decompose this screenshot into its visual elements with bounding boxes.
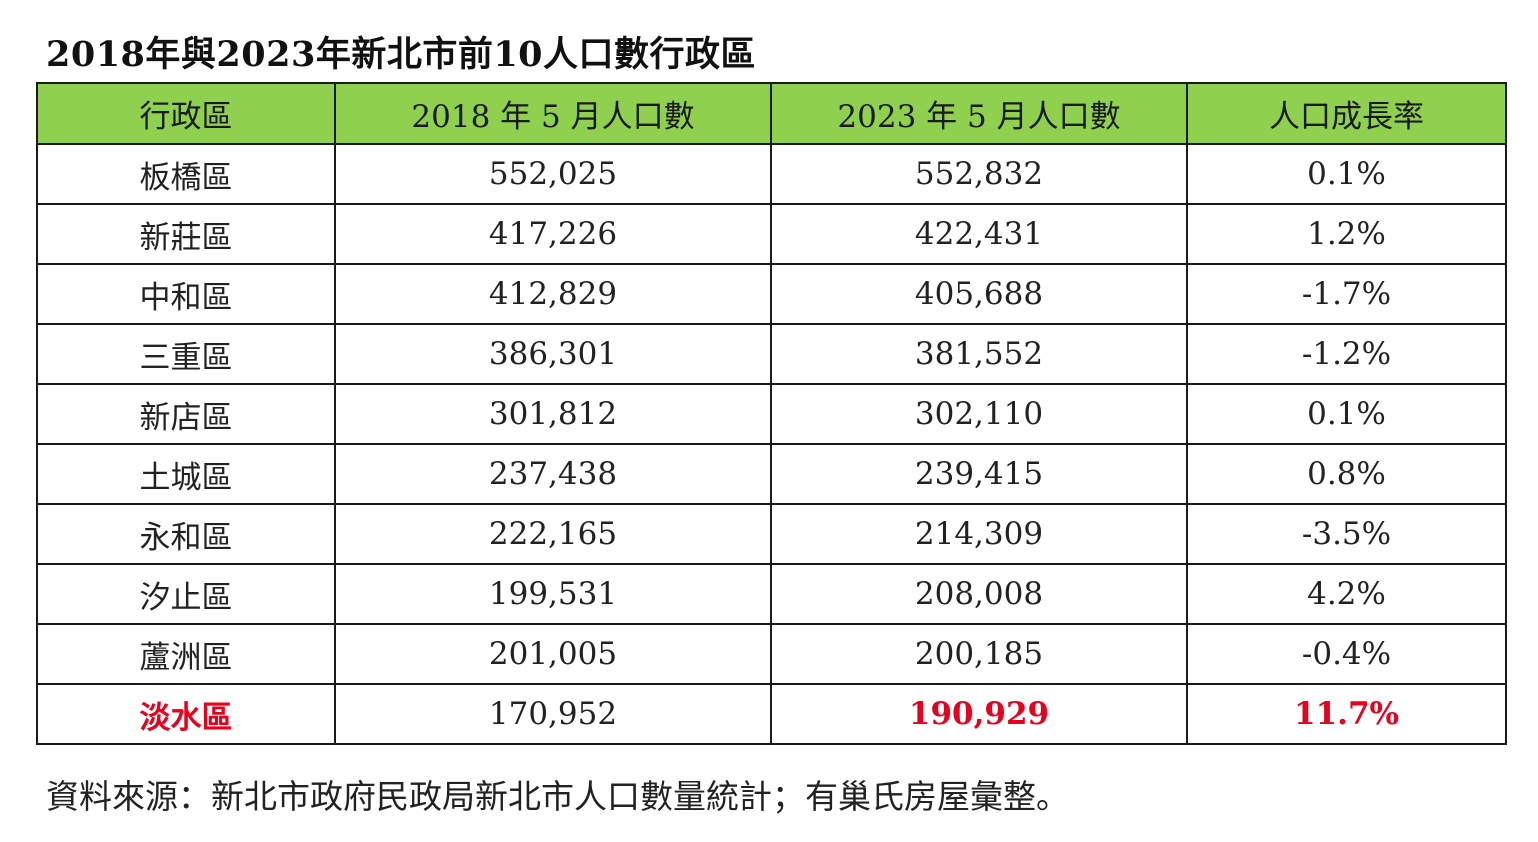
growth-rate-value-highlighted: 11.7% [1186, 683, 1507, 745]
growth-rate-value: 1.2% [1186, 203, 1507, 265]
growth-rate-value: 0.1% [1186, 383, 1507, 445]
pop-2023-value: 200,185 [770, 623, 1188, 685]
district-name: 蘆洲區 [36, 623, 336, 685]
district-name: 汐止區 [36, 563, 336, 625]
pop-2023-value: 405,688 [770, 263, 1188, 325]
table-row: 汐止區 199,531 208,008 4.2% [36, 563, 1507, 625]
pop-2018-value: 417,226 [334, 203, 772, 265]
table-title: 2018年與2023年新北市前10人口數行政區 [46, 34, 757, 75]
district-name: 永和區 [36, 503, 336, 565]
header-pop-2018: 2018 年 5 月人口數 [334, 82, 772, 145]
header-growth-rate: 人口成長率 [1186, 82, 1507, 145]
district-name-highlighted: 淡水區 [36, 683, 336, 745]
district-name: 新莊區 [36, 203, 336, 265]
header-row: 行政區 2018 年 5 月人口數 2023 年 5 月人口數 人口成長率 [36, 82, 1507, 145]
district-name: 土城區 [36, 443, 336, 505]
pop-2023-value-highlighted: 190,929 [770, 683, 1188, 745]
growth-rate-value: -0.4% [1186, 623, 1507, 685]
growth-rate-value: -1.2% [1186, 323, 1507, 385]
pop-2023-value: 214,309 [770, 503, 1188, 565]
pop-2023-value: 422,431 [770, 203, 1188, 265]
table-row: 新莊區 417,226 422,431 1.2% [36, 203, 1507, 265]
header-pop-2023: 2023 年 5 月人口數 [770, 82, 1188, 145]
district-name: 三重區 [36, 323, 336, 385]
pop-2018-value: 552,025 [334, 143, 772, 205]
pop-2023-value: 302,110 [770, 383, 1188, 445]
district-name: 新店區 [36, 383, 336, 445]
header-district: 行政區 [36, 82, 336, 145]
growth-rate-value: 0.1% [1186, 143, 1507, 205]
table-row: 三重區 386,301 381,552 -1.2% [36, 323, 1507, 385]
table-row: 板橋區 552,025 552,832 0.1% [36, 143, 1507, 205]
pop-2023-value: 552,832 [770, 143, 1188, 205]
pop-2018-value: 199,531 [334, 563, 772, 625]
pop-2018-value: 386,301 [334, 323, 772, 385]
pop-2018-value: 222,165 [334, 503, 772, 565]
pop-2018-value: 301,812 [334, 383, 772, 445]
pop-2018-value: 237,438 [334, 443, 772, 505]
district-name: 板橋區 [36, 143, 336, 205]
pop-2023-value: 239,415 [770, 443, 1188, 505]
source-note: 資料來源：新北市政府民政局新北市人口數量統計；有巢氏房屋彙整。 [46, 777, 1069, 816]
growth-rate-value: -3.5% [1186, 503, 1507, 565]
table-row: 永和區 222,165 214,309 -3.5% [36, 503, 1507, 565]
growth-rate-value: -1.7% [1186, 263, 1507, 325]
growth-rate-value: 4.2% [1186, 563, 1507, 625]
pop-2023-value: 208,008 [770, 563, 1188, 625]
table-row: 新店區 301,812 302,110 0.1% [36, 383, 1507, 445]
pop-2023-value: 381,552 [770, 323, 1188, 385]
population-table: 行政區 2018 年 5 月人口數 2023 年 5 月人口數 人口成長率 板橋… [36, 82, 1507, 745]
district-name: 中和區 [36, 263, 336, 325]
pop-2018-value: 412,829 [334, 263, 772, 325]
pop-2018-value: 201,005 [334, 623, 772, 685]
table-row: 土城區 237,438 239,415 0.8% [36, 443, 1507, 505]
table-row: 中和區 412,829 405,688 -1.7% [36, 263, 1507, 325]
growth-rate-value: 0.8% [1186, 443, 1507, 505]
table-row-highlighted: 淡水區 170,952 190,929 11.7% [36, 683, 1507, 745]
table-row: 蘆洲區 201,005 200,185 -0.4% [36, 623, 1507, 685]
pop-2018-value: 170,952 [334, 683, 772, 745]
